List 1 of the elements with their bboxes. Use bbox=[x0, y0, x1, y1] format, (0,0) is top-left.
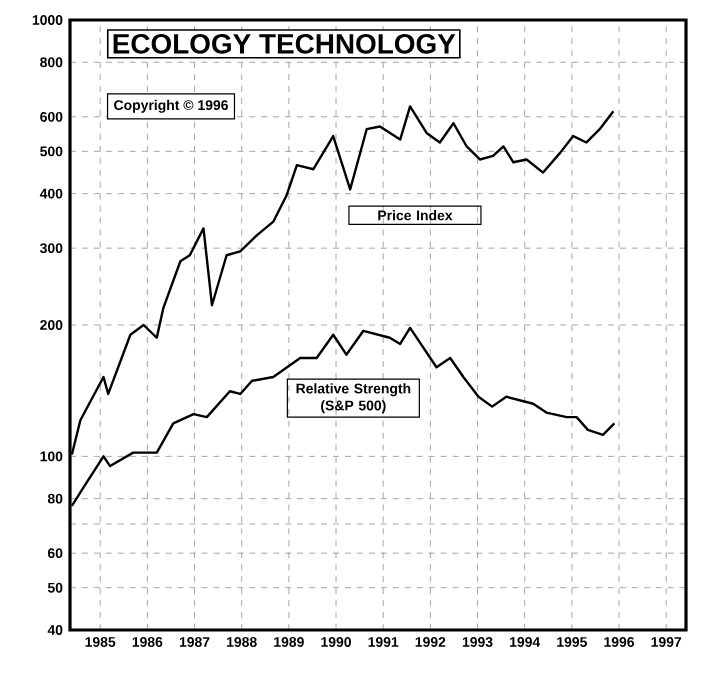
chart-title: ECOLOGY TECHNOLOGY bbox=[113, 33, 456, 54]
